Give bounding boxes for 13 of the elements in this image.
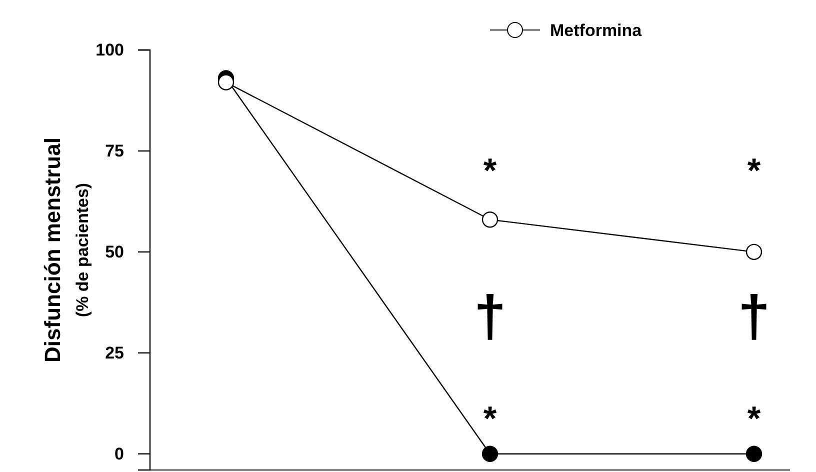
y-tick-label: 25 [105,343,124,362]
y-axis-title: Disfunción menstrual (% de pacientes) [40,138,92,362]
annotation: † [474,284,506,349]
legend-label: Metformina [550,21,642,40]
annotation: * [747,400,762,438]
annotation: * [483,400,498,438]
y-tick-label: 100 [96,40,124,60]
y-tick-label: 0 [114,444,124,464]
annotation: † [738,284,770,349]
y-tick-label: 50 [105,242,124,262]
y-tick-label: 75 [105,141,124,160]
annotation: * [483,152,498,190]
annotation: * [747,152,762,190]
